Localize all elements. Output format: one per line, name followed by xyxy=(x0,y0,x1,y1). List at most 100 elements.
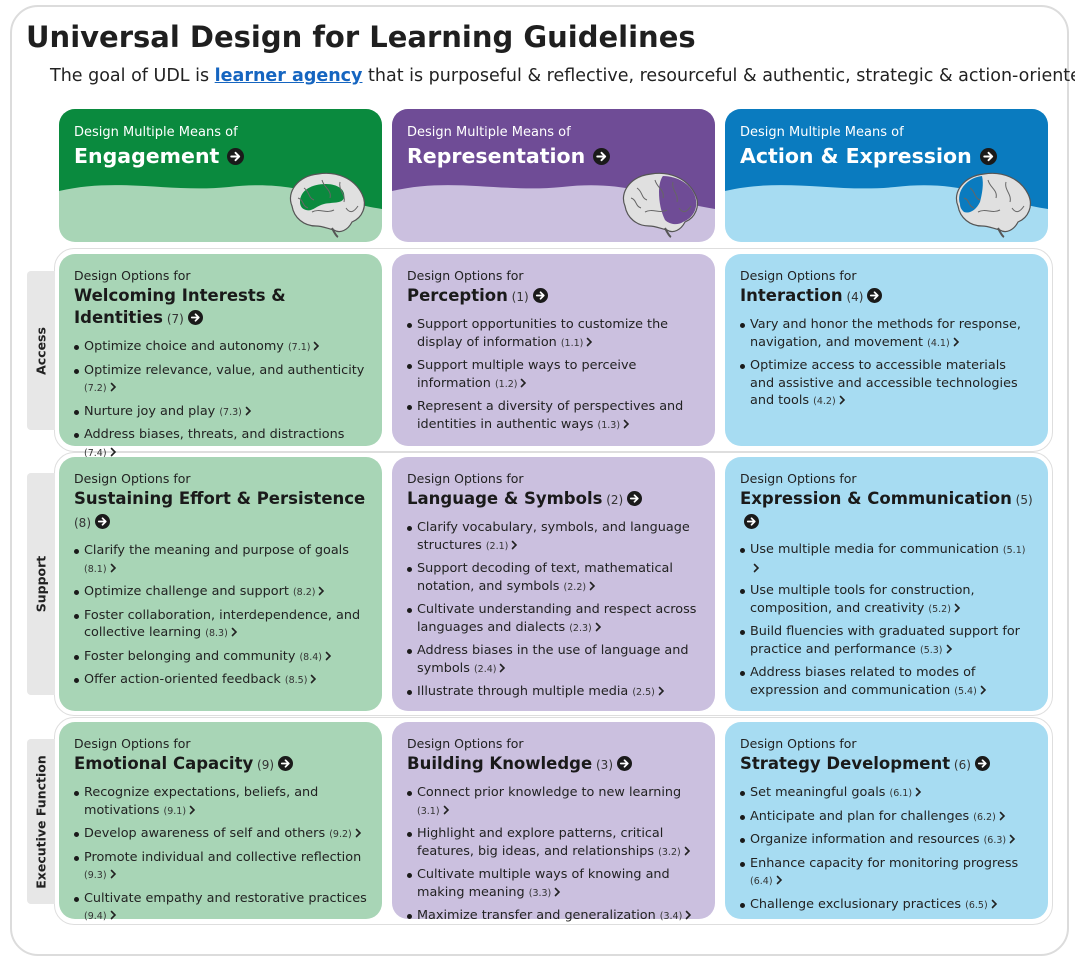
consideration-item[interactable]: Recognize expectations, beliefs, and mot… xyxy=(74,784,368,820)
chevron-right-icon[interactable] xyxy=(231,627,238,637)
chevron-right-icon[interactable] xyxy=(839,395,846,405)
chevron-right-icon[interactable] xyxy=(110,447,117,457)
consideration-item[interactable]: Develop awareness of self and others (9.… xyxy=(74,825,368,844)
guideline-title-link[interactable]: Sustaining Effort & Persistence (8) xyxy=(74,488,368,534)
chevron-right-icon[interactable] xyxy=(110,869,117,879)
arrow-right-icon[interactable] xyxy=(979,147,997,165)
consideration-item[interactable]: Illustrate through multiple media (2.5) xyxy=(407,683,701,702)
chevron-right-icon[interactable] xyxy=(915,787,922,797)
chevron-right-icon[interactable] xyxy=(325,651,332,661)
chevron-right-icon[interactable] xyxy=(753,563,760,573)
consideration-item[interactable]: Address biases, threats, and distraction… xyxy=(74,426,368,462)
consideration-item[interactable]: Clarify the meaning and purpose of goals… xyxy=(74,542,368,578)
consideration-item[interactable]: Address biases related to modes of expre… xyxy=(740,664,1034,700)
chevron-right-icon[interactable] xyxy=(980,685,987,695)
consideration-item[interactable]: Foster collaboration, interdependence, a… xyxy=(74,607,368,643)
consideration-item[interactable]: Support decoding of text, mathematical n… xyxy=(407,560,701,596)
arrow-right-icon[interactable] xyxy=(593,147,611,165)
arrow-right-icon[interactable] xyxy=(532,288,548,303)
arrow-right-icon[interactable] xyxy=(627,491,643,506)
consideration-item[interactable]: Address biases in the use of language an… xyxy=(407,642,701,678)
chevron-right-icon[interactable] xyxy=(954,603,961,613)
consideration-item[interactable]: Support opportunities to customize the d… xyxy=(407,316,701,352)
chevron-right-icon[interactable] xyxy=(953,337,960,347)
consideration-item[interactable]: Build fluencies with graduated support f… xyxy=(740,623,1034,659)
chevron-right-icon[interactable] xyxy=(355,828,362,838)
chevron-right-icon[interactable] xyxy=(623,419,630,429)
consideration-item[interactable]: Nurture joy and play (7.3) xyxy=(74,403,368,422)
chevron-right-icon[interactable] xyxy=(110,382,117,392)
arrow-right-icon[interactable] xyxy=(744,514,759,529)
column-header-engagement[interactable]: Design Multiple Means of Engagement xyxy=(59,109,382,242)
learner-agency-link[interactable]: learner agency xyxy=(214,66,363,86)
chevron-right-icon[interactable] xyxy=(999,811,1006,821)
column-header-action-and-expression[interactable]: Design Multiple Means of Action & Express… xyxy=(725,109,1048,242)
column-header-title[interactable]: Representation xyxy=(407,144,611,168)
chevron-right-icon[interactable] xyxy=(684,846,691,856)
chevron-right-icon[interactable] xyxy=(554,887,561,897)
guideline-title-link[interactable]: Strategy Development (6) xyxy=(740,753,1034,776)
chevron-right-icon[interactable] xyxy=(589,581,596,591)
consideration-item[interactable]: Cultivate empathy and restorative practi… xyxy=(74,890,368,926)
consideration-item[interactable]: Highlight and explore patterns, critical… xyxy=(407,825,701,861)
consideration-item[interactable]: Use multiple tools for construction, com… xyxy=(740,582,1034,618)
arrow-right-icon[interactable] xyxy=(227,147,245,165)
consideration-item[interactable]: Optimize challenge and support (8.2) xyxy=(74,583,368,602)
column-header-title[interactable]: Engagement xyxy=(74,144,245,168)
guideline-title-link[interactable]: Emotional Capacity (9) xyxy=(74,753,368,776)
consideration-item[interactable]: Foster belonging and community (8.4) xyxy=(74,648,368,667)
consideration-item[interactable]: Organize information and resources (6.3) xyxy=(740,831,1034,850)
chevron-right-icon[interactable] xyxy=(658,686,665,696)
consideration-item[interactable]: Set meaningful goals (6.1) xyxy=(740,784,1034,803)
consideration-item[interactable]: Clarify vocabulary, symbols, and languag… xyxy=(407,519,701,555)
chevron-right-icon[interactable] xyxy=(318,586,325,596)
arrow-right-icon[interactable] xyxy=(95,514,110,529)
guideline-title-link[interactable]: Building Knowledge (3) xyxy=(407,753,701,776)
chevron-right-icon[interactable] xyxy=(245,406,252,416)
consideration-item[interactable]: Maximize transfer and generalization (3.… xyxy=(407,907,701,926)
chevron-right-icon[interactable] xyxy=(991,899,998,909)
consideration-item[interactable]: Challenge exclusionary practices (6.5) xyxy=(740,896,1034,915)
chevron-right-icon[interactable] xyxy=(685,910,692,920)
chevron-right-icon[interactable] xyxy=(313,341,320,351)
consideration-item[interactable]: Promote individual and collective reflec… xyxy=(74,849,368,885)
consideration-item[interactable]: Connect prior knowledge to new learning … xyxy=(407,784,701,820)
guideline-title-link[interactable]: Interaction (4) xyxy=(740,285,1034,308)
consideration-item[interactable]: Represent a diversity of perspectives an… xyxy=(407,398,701,434)
consideration-item[interactable]: Use multiple media for communication (5.… xyxy=(740,541,1034,577)
chevron-right-icon[interactable] xyxy=(1009,834,1016,844)
chevron-right-icon[interactable] xyxy=(443,805,450,815)
column-header-representation[interactable]: Design Multiple Means of Representation xyxy=(392,109,715,242)
arrow-right-icon[interactable] xyxy=(187,310,203,325)
chevron-right-icon[interactable] xyxy=(586,337,593,347)
consideration-item[interactable]: Anticipate and plan for challenges (6.2) xyxy=(740,808,1034,827)
consideration-item[interactable]: Optimize access to accessible materials … xyxy=(740,357,1034,411)
chevron-right-icon[interactable] xyxy=(499,663,506,673)
consideration-item[interactable]: Offer action-oriented feedback (8.5) xyxy=(74,671,368,690)
chevron-right-icon[interactable] xyxy=(776,875,783,885)
chevron-right-icon[interactable] xyxy=(310,674,317,684)
guideline-title-link[interactable]: Language & Symbols (2) xyxy=(407,488,701,511)
arrow-right-icon[interactable] xyxy=(867,288,883,303)
consideration-item[interactable]: Vary and honor the methods for response,… xyxy=(740,316,1034,352)
consideration-item[interactable]: Optimize relevance, value, and authentic… xyxy=(74,362,368,398)
chevron-right-icon[interactable] xyxy=(189,805,196,815)
chevron-right-icon[interactable] xyxy=(520,378,527,388)
consideration-item[interactable]: Cultivate multiple ways of knowing and m… xyxy=(407,866,701,902)
guideline-title-link[interactable]: Perception (1) xyxy=(407,285,701,308)
consideration-item[interactable]: Support multiple ways to perceive inform… xyxy=(407,357,701,393)
chevron-right-icon[interactable] xyxy=(110,910,117,920)
chevron-right-icon[interactable] xyxy=(595,622,602,632)
guideline-title-link[interactable]: Expression & Communication (5) xyxy=(740,488,1034,533)
guideline-title-link[interactable]: Welcoming Interests & Identities (7) xyxy=(74,285,368,330)
chevron-right-icon[interactable] xyxy=(110,563,117,573)
consideration-item[interactable]: Cultivate understanding and respect acro… xyxy=(407,601,701,637)
column-header-title[interactable]: Action & Expression xyxy=(740,144,997,168)
chevron-right-icon[interactable] xyxy=(946,644,953,654)
consideration-item[interactable]: Optimize choice and autonomy (7.1) xyxy=(74,338,368,357)
consideration-item[interactable]: Enhance capacity for monitoring progress… xyxy=(740,855,1034,891)
arrow-right-icon[interactable] xyxy=(617,756,632,771)
chevron-right-icon[interactable] xyxy=(511,540,518,550)
arrow-right-icon[interactable] xyxy=(278,756,294,771)
arrow-right-icon[interactable] xyxy=(974,756,990,771)
